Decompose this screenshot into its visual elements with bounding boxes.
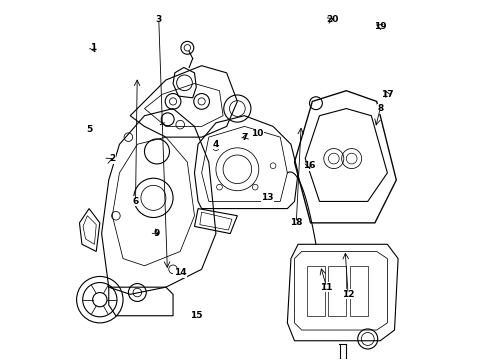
Text: 18: 18: [289, 219, 302, 228]
Text: 16: 16: [302, 161, 314, 170]
Text: 9: 9: [154, 229, 160, 238]
Text: 4: 4: [212, 140, 219, 149]
Text: 11: 11: [320, 283, 332, 292]
Text: 20: 20: [325, 15, 338, 24]
Text: 1: 1: [89, 43, 96, 52]
Text: 7: 7: [241, 132, 247, 141]
Text: 12: 12: [341, 290, 354, 299]
Text: 19: 19: [373, 22, 386, 31]
Text: 15: 15: [190, 311, 202, 320]
Text: 17: 17: [380, 90, 393, 99]
Text: 8: 8: [376, 104, 383, 113]
Text: 13: 13: [261, 193, 273, 202]
Text: 10: 10: [250, 129, 263, 138]
Text: 5: 5: [86, 126, 92, 135]
Text: 14: 14: [174, 268, 186, 277]
Text: 6: 6: [132, 197, 139, 206]
Text: 2: 2: [109, 154, 115, 163]
Text: 3: 3: [155, 15, 162, 24]
